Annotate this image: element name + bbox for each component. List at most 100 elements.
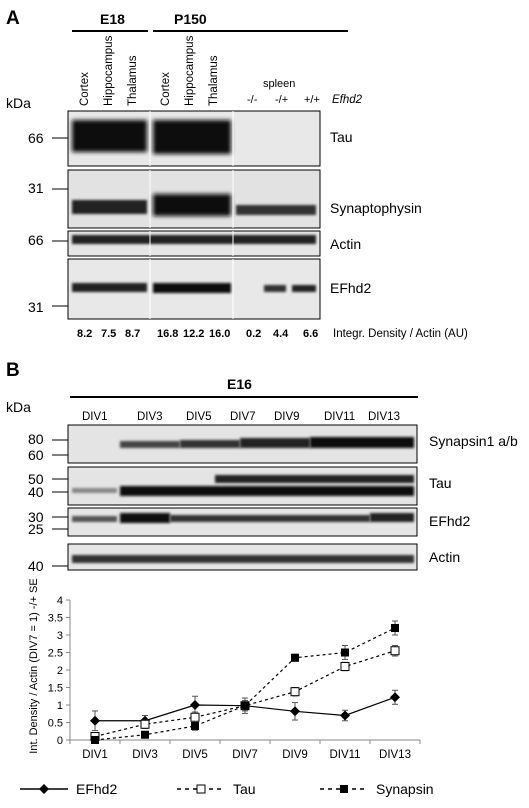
blot-efhd2-b xyxy=(67,507,418,537)
y-ticks: 0 0.5 1 1.5 2 2.5 3 3.5 4 xyxy=(48,595,70,747)
markers-b: 80 60 50 40 30 25 40 xyxy=(28,431,68,574)
div-label: DIV3 xyxy=(137,411,163,423)
series-synapsin xyxy=(91,620,399,744)
density-value: 16.8 xyxy=(157,328,178,340)
marker-label: 80 xyxy=(28,431,44,447)
x-tick-label: DIV5 xyxy=(182,749,208,761)
data-point-tau xyxy=(140,719,150,729)
blot-tau-a xyxy=(67,110,321,167)
density-values: 8.2 7.5 8.7 16.8 12.2 16.0 0.2 4.4 6.6 xyxy=(77,328,318,340)
group-label-e16: E16 xyxy=(227,376,252,392)
div-label: DIV9 xyxy=(274,411,300,423)
div-label: DIV5 xyxy=(186,411,212,423)
spleen-label: spleen xyxy=(263,78,295,90)
x-tick-label: DIV9 xyxy=(282,749,308,761)
y-tick-label: 4 xyxy=(57,595,63,607)
panel-b-label: B xyxy=(6,360,20,381)
blot-label-actin: Actin xyxy=(429,549,460,565)
x-tick-label: DIV11 xyxy=(329,749,360,761)
legend-label: Synapsin xyxy=(376,781,434,797)
genotype-label: -/+ xyxy=(275,94,288,106)
legend-marker-efhd2 xyxy=(39,784,49,794)
density-value: 7.5 xyxy=(101,328,116,340)
y-tick-label: 1.5 xyxy=(48,683,63,695)
x-ticks: DIV1 DIV3 DIV5 DIV7 DIV9 DIV11 DIV13 xyxy=(69,740,421,761)
y-tick-label: 0.5 xyxy=(48,718,63,730)
lane-label: Cortex xyxy=(79,72,91,106)
blot-label-synapsin: Synapsin1 a/b xyxy=(429,433,518,449)
legend-label: Tau xyxy=(233,781,256,797)
group-label-p150: P150 xyxy=(174,11,207,27)
series-line-tau xyxy=(94,650,396,738)
legend-item-efhd2: EFhd2 xyxy=(20,781,117,797)
marker-label: 66 xyxy=(28,232,44,248)
density-value: 8.2 xyxy=(77,328,92,340)
y-tick-label: 1 xyxy=(57,700,63,712)
data-point-synapsin xyxy=(91,736,99,744)
density-value: 8.7 xyxy=(125,328,140,340)
blot-actin-b xyxy=(67,543,418,571)
data-point-tau xyxy=(190,712,200,722)
y-tick-label: 3 xyxy=(57,630,63,642)
blot-actin-a xyxy=(67,230,321,257)
legend-marker-synapsin xyxy=(340,785,348,793)
div-label: DIV13 xyxy=(368,411,400,423)
density-value: 0.2 xyxy=(246,328,261,340)
lane-label: Thalamus xyxy=(127,55,139,106)
density-caption: Integr. Density / Actin (AU) xyxy=(333,328,468,340)
group-label-e18: E18 xyxy=(100,11,125,27)
panel-a-label: A xyxy=(6,8,20,29)
legend-item-tau: Tau xyxy=(177,781,256,797)
marker-label: 40 xyxy=(28,484,44,500)
blot-label-tau: Tau xyxy=(429,475,452,491)
y-tick-label: 2 xyxy=(57,665,63,677)
legend-label: EFhd2 xyxy=(76,781,117,797)
data-point-synapsin xyxy=(341,648,349,657)
blot-labels-a: Tau Synaptophysin Actin EFhd2 xyxy=(330,129,422,296)
series-layer xyxy=(90,620,400,744)
x-tick-label: DIV1 xyxy=(82,749,108,761)
data-point-synapsin xyxy=(241,701,249,710)
div-label: DIV7 xyxy=(230,411,256,423)
data-point-tau xyxy=(340,662,350,671)
data-point-efhd2 xyxy=(90,715,100,726)
data-point-efhd2 xyxy=(390,692,400,703)
series-tau xyxy=(90,645,400,741)
data-point-synapsin xyxy=(191,722,199,730)
chart-legend: EFhd2 Tau Synapsin xyxy=(20,781,434,797)
kda-label-a: kDa xyxy=(6,95,31,111)
marker-label: 40 xyxy=(28,558,44,574)
lane-label: Hippocampus xyxy=(103,35,115,106)
marker-label: 30 xyxy=(28,509,44,525)
lane-labels: Cortex Hippocampus Thalamus Cortex Hippo… xyxy=(79,35,220,106)
marker-label: 50 xyxy=(28,471,44,487)
genotype-label: -/- xyxy=(247,94,258,106)
line-chart: Int. Density / Actin (DIV7 = 1) -/+ SE 0… xyxy=(28,578,421,761)
data-point-synapsin xyxy=(391,624,399,632)
marker-label: 31 xyxy=(28,299,44,315)
y-tick-label: 2.5 xyxy=(48,648,63,660)
data-point-efhd2 xyxy=(290,706,300,717)
div-label: DIV11 xyxy=(324,411,355,423)
markers-a: 66 31 66 31 xyxy=(28,130,68,315)
y-tick-label: 3.5 xyxy=(48,613,63,625)
blot-label-efhd2: EFhd2 xyxy=(429,513,470,529)
data-point-synapsin xyxy=(291,653,299,662)
blot-label-tau: Tau xyxy=(330,129,353,145)
legend-item-synapsin: Synapsin xyxy=(320,781,434,797)
blot-label-actin: Actin xyxy=(330,236,361,252)
div-labels: DIV1 DIV3 DIV5 DIV7 DIV9 DIV11 DIV13 xyxy=(82,411,400,423)
blot-labels-b: Synapsin1 a/b Tau EFhd2 Actin xyxy=(429,433,518,565)
density-value: 12.2 xyxy=(183,328,204,340)
blot-efhd2-a xyxy=(67,258,321,320)
lane-label: Hippocampus xyxy=(184,35,196,106)
blot-synaptophysin-a xyxy=(67,169,321,229)
density-value: 16.0 xyxy=(209,328,230,340)
marker-label: 66 xyxy=(28,130,44,146)
blot-synapsin-b xyxy=(67,424,418,464)
genotype-label: +/+ xyxy=(304,94,320,106)
x-tick-label: DIV13 xyxy=(379,749,411,761)
data-point-synapsin xyxy=(141,730,149,739)
marker-label: 60 xyxy=(28,447,44,463)
